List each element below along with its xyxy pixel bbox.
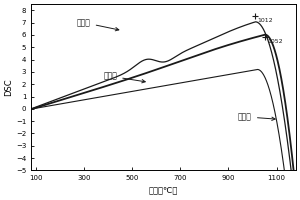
Text: 花岗岩: 花岗岩 [103, 72, 145, 83]
Text: 1012: 1012 [257, 18, 273, 23]
X-axis label: 温度（℃）: 温度（℃） [149, 187, 178, 196]
Text: 1052: 1052 [267, 39, 283, 44]
Text: 混合物: 混合物 [238, 112, 275, 121]
Y-axis label: DSC: DSC [4, 78, 13, 96]
Text: 燃煤渣: 燃煤渣 [77, 18, 119, 31]
